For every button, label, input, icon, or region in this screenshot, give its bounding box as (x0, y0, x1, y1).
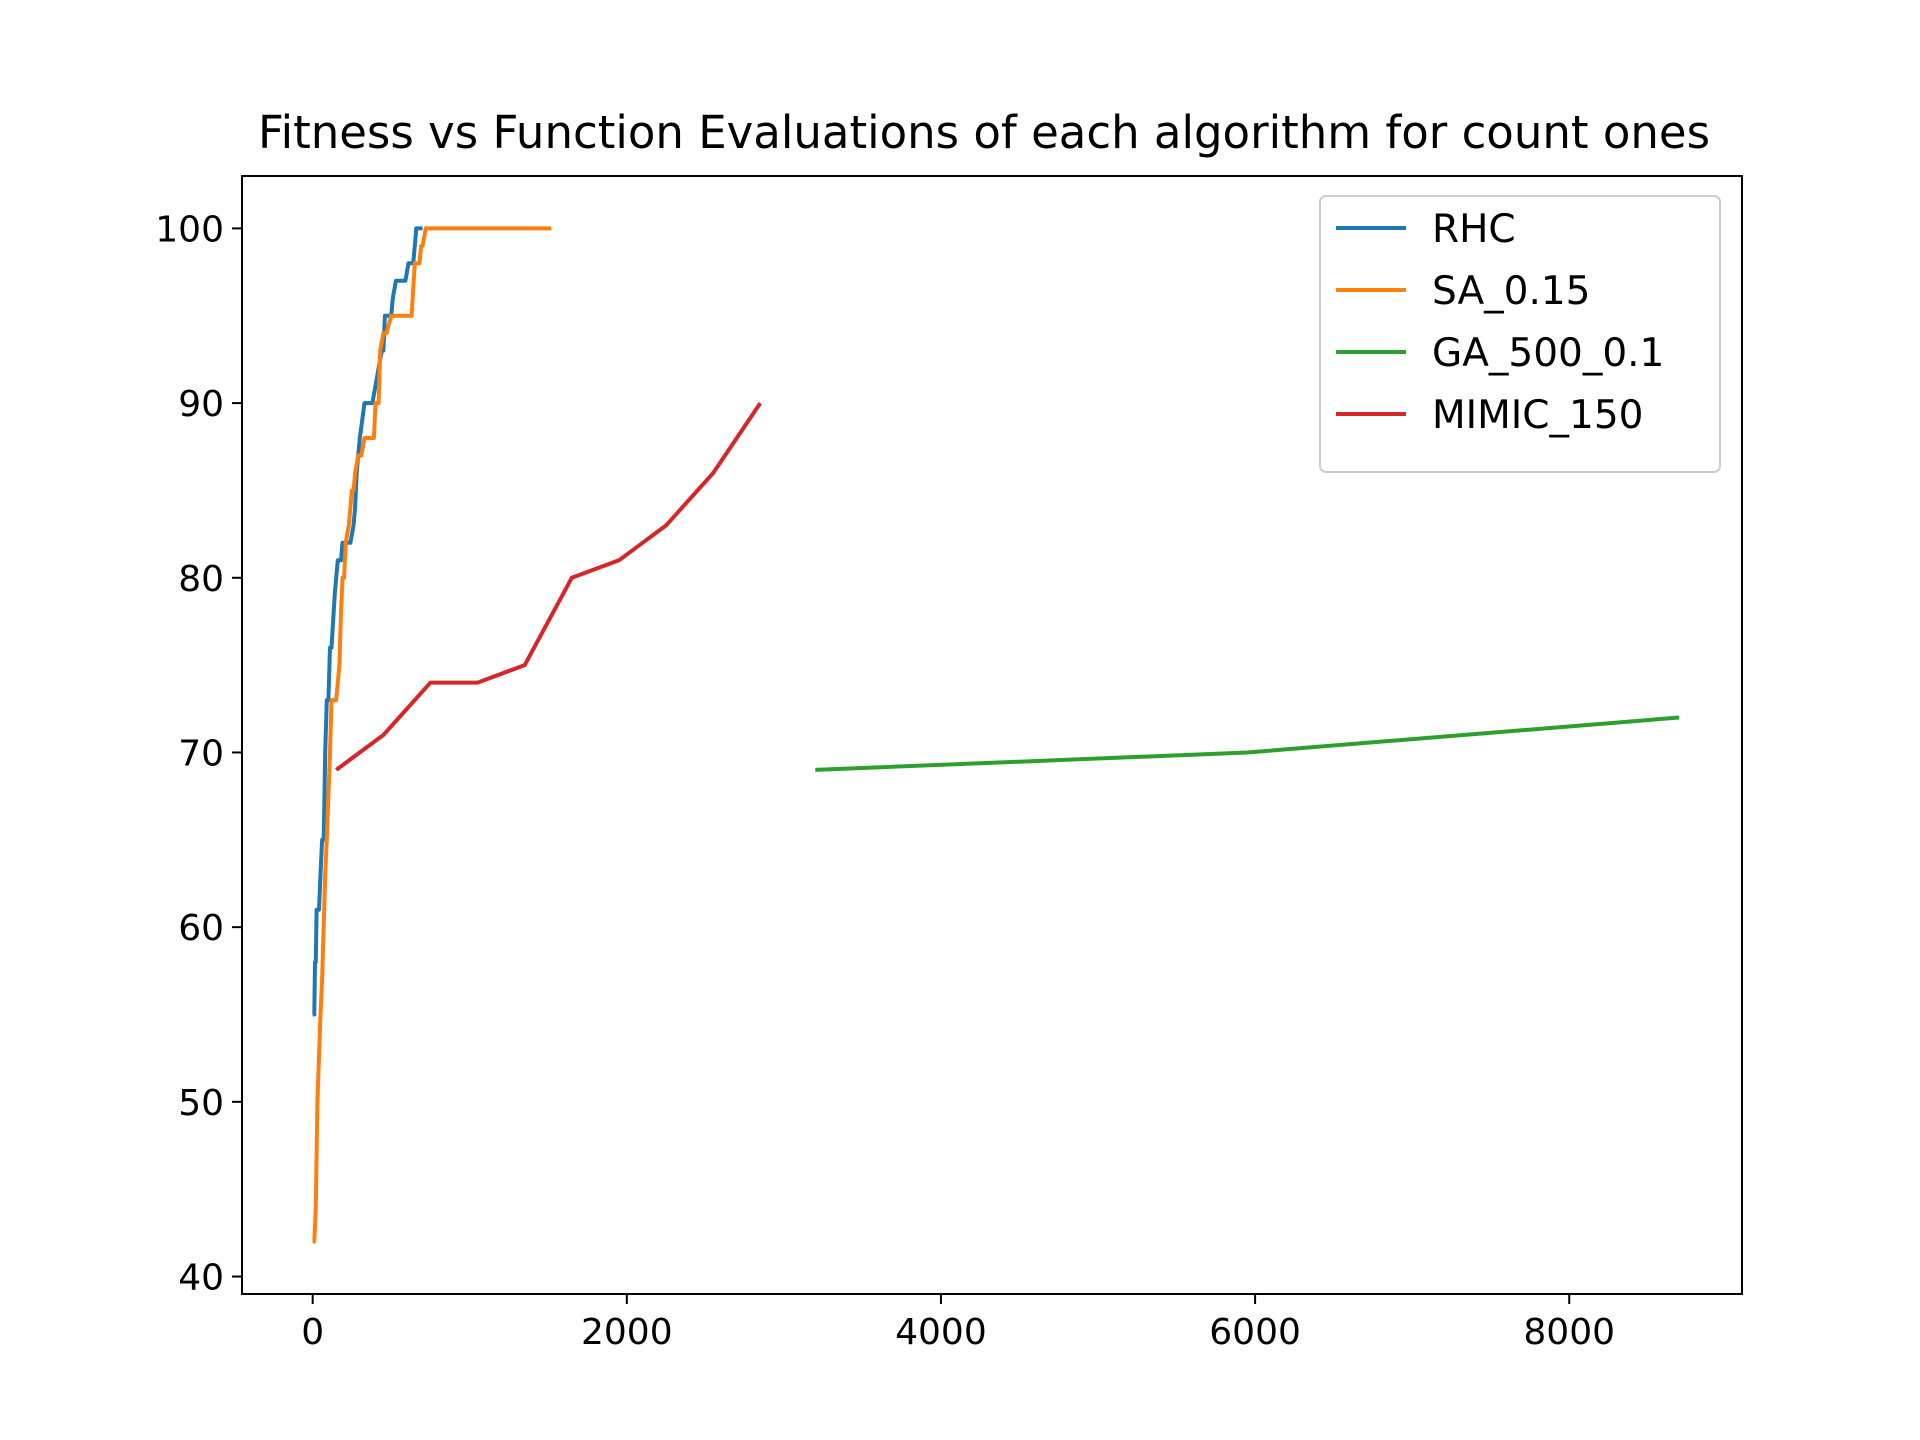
y-tick-label: 50 (178, 1083, 224, 1124)
y-tick-label: 80 (178, 559, 224, 600)
chart-title: Fitness vs Function Evaluations of each … (258, 106, 1710, 159)
series-line-1 (312, 226, 552, 1244)
y-tick-label: 60 (178, 908, 224, 949)
series-line-0 (312, 226, 423, 1017)
plot-frame (241, 175, 1743, 1295)
y-tick-label: 90 (178, 384, 224, 425)
x-tick-label: 0 (301, 1312, 324, 1353)
legend-label-3: MIMIC_150 (1432, 393, 1643, 438)
x-axis: 0 2000 4000 6000 8000 (301, 1294, 1615, 1353)
y-tick-label: 40 (178, 1258, 224, 1299)
x-tick-label: 8000 (1523, 1312, 1615, 1353)
x-tick-label: 2000 (581, 1312, 673, 1353)
legend-box (1319, 195, 1721, 473)
x-tick-label: 6000 (1209, 1312, 1301, 1353)
legend-label-2: GA_500_0.1 (1432, 331, 1664, 376)
series-line-2 (815, 715, 1680, 772)
legend: RHC SA_0.15 GA_500_0.1 MIMIC_150 (1319, 195, 1721, 473)
legend-label-1: SA_0.15 (1432, 269, 1591, 314)
y-tick-label: 100 (155, 209, 224, 250)
series-line-3 (335, 401, 762, 772)
x-tick-label: 4000 (895, 1312, 987, 1353)
series-layer (312, 226, 1680, 1244)
legend-label-0: RHC (1432, 207, 1516, 252)
y-tick-label: 70 (178, 733, 224, 774)
y-axis: 40 50 60 70 80 90 100 (155, 209, 242, 1299)
